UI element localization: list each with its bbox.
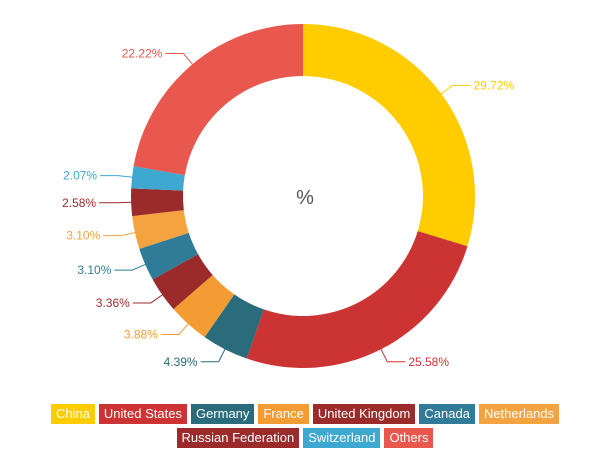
leader-line — [379, 347, 406, 363]
data-label: 2.07% — [63, 169, 97, 183]
data-label: 3.10% — [66, 229, 100, 243]
slice-united-states[interactable] — [246, 231, 468, 368]
leader-line — [160, 322, 190, 336]
data-label: 3.36% — [96, 296, 130, 310]
leader-line — [165, 53, 195, 67]
data-label: 2.58% — [62, 196, 96, 210]
legend-item-switzerland[interactable]: Switzerland — [303, 428, 381, 448]
data-label: 22.22% — [122, 47, 163, 61]
data-label: 3.10% — [77, 263, 111, 277]
slice-france[interactable] — [173, 274, 235, 338]
slice-united-kingdom[interactable] — [152, 254, 213, 310]
data-label: 3.88% — [124, 328, 158, 342]
slice-others[interactable] — [133, 24, 303, 176]
donut-chart: 29.72% 25.58% 4.39% 3.88% 3.36% 3.10% 3.10% 2.5… — [62, 24, 515, 369]
leader-line — [100, 175, 135, 178]
legend-item-germany[interactable]: Germany — [190, 404, 255, 424]
legend-row-1: China United States Germany France United Ki… — [0, 404, 610, 424]
legend-item-netherlands[interactable]: Netherlands — [478, 404, 560, 424]
leader-line — [439, 84, 471, 96]
legend-item-united-kingdom[interactable]: United Kingdom — [312, 404, 416, 424]
data-label: 29.72% — [474, 78, 515, 92]
legend-item-united-states[interactable]: United States — [98, 404, 187, 424]
slice-germany[interactable] — [204, 294, 264, 359]
slice-canada[interactable] — [139, 232, 199, 280]
slice-russian-federation[interactable] — [131, 188, 184, 217]
legend-item-others[interactable]: Others — [384, 428, 434, 448]
legend-item-china[interactable]: China — [50, 404, 95, 424]
legend-item-russian-federation[interactable]: Russian Federation — [176, 428, 300, 448]
center-label: % — [296, 187, 314, 209]
slice-netherlands[interactable] — [132, 210, 189, 249]
data-label: 4.39% — [164, 355, 198, 369]
legend-item-canada[interactable]: Canada — [419, 404, 475, 424]
slice-china[interactable] — [303, 24, 475, 247]
leader-line — [114, 263, 148, 271]
leader-line — [103, 231, 138, 237]
leader-line — [99, 201, 134, 204]
legend-row-2: Russian Federation Switzerland Others — [0, 428, 610, 448]
leader-line — [200, 347, 227, 363]
leader-line — [132, 293, 165, 304]
legend-item-france[interactable]: France — [258, 404, 309, 424]
data-label: 25.58% — [408, 355, 449, 369]
slice-switzerland[interactable] — [131, 166, 185, 191]
